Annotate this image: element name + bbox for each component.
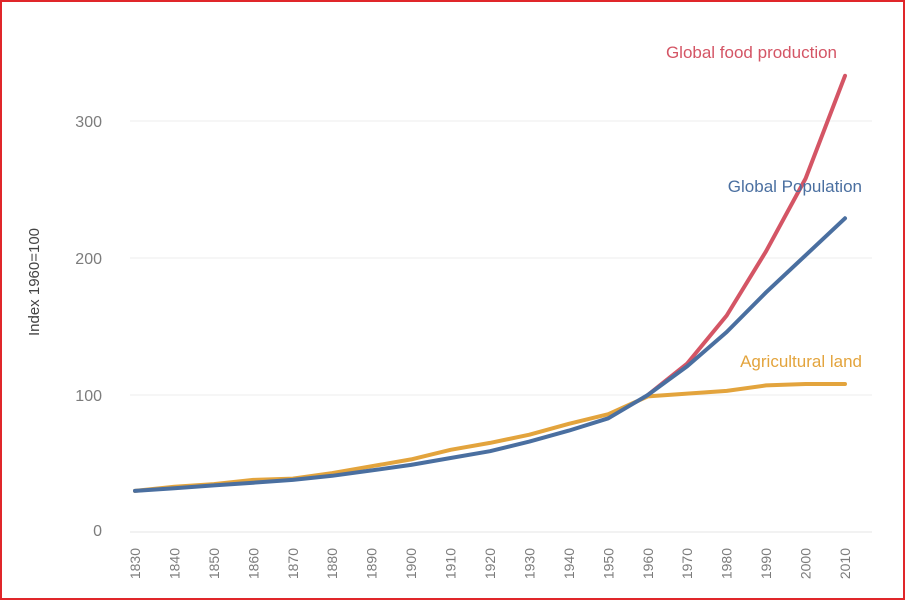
x-tick-label: 1940 — [561, 548, 577, 579]
x-tick-label: 1890 — [364, 548, 380, 579]
series-label: Global Population — [728, 177, 862, 196]
x-axis-ticks: 1830 1840 1850 1860 1870 1880 1890 1900 1910 1920… — [127, 548, 853, 579]
series-lines — [133, 73, 847, 493]
x-tick-label: 1990 — [758, 548, 774, 579]
series-line-global-population — [133, 216, 847, 493]
x-tick-label: 1840 — [166, 548, 182, 579]
series-label: Agricultural land — [740, 352, 862, 371]
x-tick-label: 2010 — [837, 548, 853, 579]
y-axis-label: Index 1960=100 — [26, 228, 43, 336]
y-tick-label: 0 — [93, 523, 102, 540]
y-tick-label: 100 — [75, 388, 102, 405]
series-line-global-food-production — [645, 73, 847, 397]
x-tick-label: 1900 — [403, 548, 419, 579]
x-tick-label: 1910 — [443, 548, 459, 579]
x-tick-label: 1860 — [245, 548, 261, 579]
y-tick-label: 200 — [75, 251, 102, 268]
gridlines — [130, 120, 872, 533]
x-tick-label: 1880 — [324, 548, 340, 579]
x-tick-label: 1830 — [127, 548, 143, 579]
x-tick-label: 1960 — [640, 548, 656, 579]
x-tick-label: 1980 — [719, 548, 735, 579]
y-tick-label: 300 — [75, 114, 102, 131]
x-tick-label: 1870 — [285, 548, 301, 579]
series-label: Global food production — [666, 43, 837, 62]
y-axis-ticks: 0 100 200 300 — [75, 114, 102, 540]
x-tick-label: 1930 — [521, 548, 537, 579]
series-line-agricultural-land — [133, 382, 847, 493]
x-tick-label: 1970 — [679, 548, 695, 579]
x-tick-label: 1920 — [482, 548, 498, 579]
x-tick-label: 1850 — [206, 548, 222, 579]
series-labels: Global food production Global Population A… — [666, 43, 862, 371]
x-tick-label: 2000 — [798, 548, 814, 579]
x-tick-label: 1950 — [600, 548, 616, 579]
